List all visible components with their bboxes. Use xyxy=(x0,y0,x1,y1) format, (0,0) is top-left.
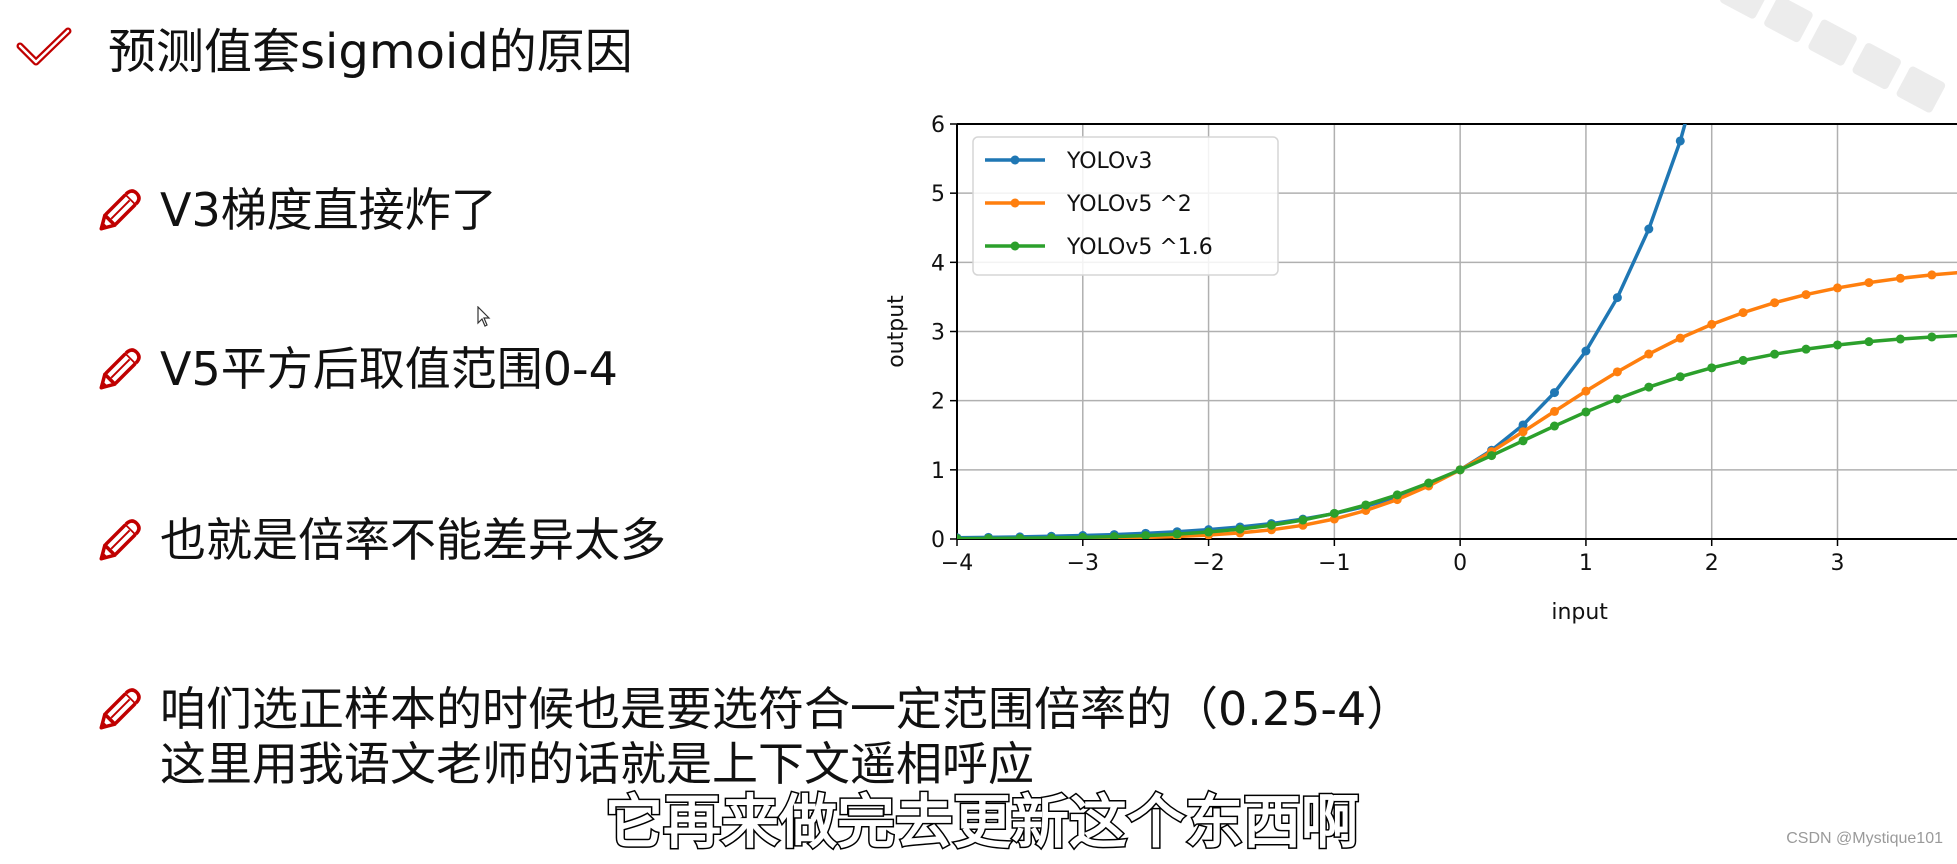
series-point xyxy=(1675,136,1685,146)
y-tick-label: 1 xyxy=(931,459,945,484)
series-point xyxy=(1738,355,1748,365)
x-tick-label: 0 xyxy=(1453,551,1467,576)
series-group xyxy=(957,23,1957,539)
series-point xyxy=(1770,298,1780,308)
series-point xyxy=(1801,344,1811,354)
y-tick-label: 6 xyxy=(931,113,945,138)
series-point xyxy=(1549,388,1559,398)
series-point xyxy=(1675,333,1685,343)
series-point xyxy=(1204,527,1214,537)
series-point xyxy=(1864,278,1874,288)
series-point xyxy=(1581,346,1591,356)
series-point xyxy=(1581,386,1591,396)
series-point xyxy=(1770,349,1780,359)
series-point xyxy=(957,534,962,539)
y-axis-label: output xyxy=(884,295,909,368)
series-line xyxy=(957,271,1957,539)
series-point xyxy=(1298,515,1308,525)
bullet-text: V5平方后取值范围0-4 xyxy=(160,342,618,396)
series-point xyxy=(1581,407,1591,417)
legend-label: YOLOv5 ^1.6 xyxy=(1066,235,1213,260)
series-point xyxy=(1266,520,1276,530)
legend-label: YOLOv3 xyxy=(1066,149,1152,174)
bullet-text: V3梯度直接炸了 xyxy=(160,183,497,237)
series-point xyxy=(1675,372,1685,382)
series-point xyxy=(1549,406,1559,416)
series-point xyxy=(1109,532,1119,539)
y-tick-label: 4 xyxy=(931,251,945,276)
x-tick-label: −3 xyxy=(1067,551,1099,576)
series-point xyxy=(1424,478,1434,488)
y-tick-label: 5 xyxy=(931,182,945,207)
series-point xyxy=(1707,23,1716,32)
series-point xyxy=(1361,500,1371,510)
pencil-icon xyxy=(99,189,141,231)
series-point xyxy=(1518,427,1528,437)
series-point xyxy=(1895,334,1905,344)
series-point xyxy=(1707,363,1717,373)
series-point xyxy=(1612,394,1622,404)
series-point xyxy=(1738,308,1748,318)
y-tick-label: 0 xyxy=(931,528,945,553)
series-point xyxy=(1392,490,1402,500)
series-point xyxy=(1455,465,1465,475)
series-point xyxy=(1235,524,1245,534)
series-point xyxy=(983,534,993,539)
series-point xyxy=(1927,332,1937,342)
series-point xyxy=(1046,533,1056,539)
video-subtitle: 它再来做完去更新这个东西啊 xyxy=(603,788,1360,856)
bullet-text: 也就是倍率不能差异太多 xyxy=(160,513,666,567)
series-point xyxy=(1015,533,1025,539)
series-point xyxy=(1518,420,1528,430)
channel-watermark-logo xyxy=(1720,0,1946,113)
series-point xyxy=(1078,532,1088,539)
series-point xyxy=(1141,531,1151,539)
x-tick-label: 2 xyxy=(1705,551,1719,576)
series-point xyxy=(1612,293,1622,303)
pencil-icon xyxy=(99,348,141,390)
series-point xyxy=(1833,283,1843,293)
bullet-text-line2: 这里用我语文老师的话就是上下文遥相呼应 xyxy=(160,737,1034,791)
series-point xyxy=(1707,319,1717,329)
pencil-icon xyxy=(99,519,141,561)
x-tick-label: −1 xyxy=(1318,551,1350,576)
series-point xyxy=(1549,421,1559,431)
series-point xyxy=(1172,529,1182,539)
series-point xyxy=(1518,436,1528,446)
x-tick-label: 3 xyxy=(1831,551,1845,576)
series-point xyxy=(1487,451,1497,461)
bullet-text: 咱们选正样本的时候也是要选符合一定范围倍率的（0.25-4） xyxy=(160,682,1413,736)
x-tick-label: 1 xyxy=(1579,551,1593,576)
y-tick-label: 2 xyxy=(931,390,945,415)
series-point xyxy=(1644,224,1654,234)
slide-title: 预测值套sigmoid的原因 xyxy=(108,24,633,80)
y-tick-label: 3 xyxy=(931,321,945,346)
series-point xyxy=(1644,382,1654,392)
series-point xyxy=(1644,349,1654,359)
series-point xyxy=(1895,273,1905,283)
legend-label: YOLOv5 ^2 xyxy=(1066,192,1192,217)
series-point xyxy=(1833,340,1843,350)
series-point xyxy=(1864,337,1874,347)
series-point xyxy=(1612,367,1622,377)
legend-box xyxy=(972,136,1279,276)
series-line xyxy=(957,333,1957,539)
legend-swatch-marker xyxy=(1010,241,1020,251)
series-point xyxy=(1801,290,1811,300)
legend-swatch-marker xyxy=(1010,198,1020,208)
csdn-watermark: CSDN @Mystique101 xyxy=(1786,830,1943,847)
x-axis-label: input xyxy=(1551,600,1608,625)
legend-swatch-marker xyxy=(1010,155,1020,165)
x-tick-label: −4 xyxy=(941,551,973,576)
mouse-cursor-icon xyxy=(477,306,491,327)
series-point xyxy=(1927,270,1937,280)
checkmark-icon xyxy=(16,27,72,66)
series-point xyxy=(1329,508,1339,518)
x-tick-label: −2 xyxy=(1192,551,1224,576)
pencil-icon xyxy=(99,688,141,730)
